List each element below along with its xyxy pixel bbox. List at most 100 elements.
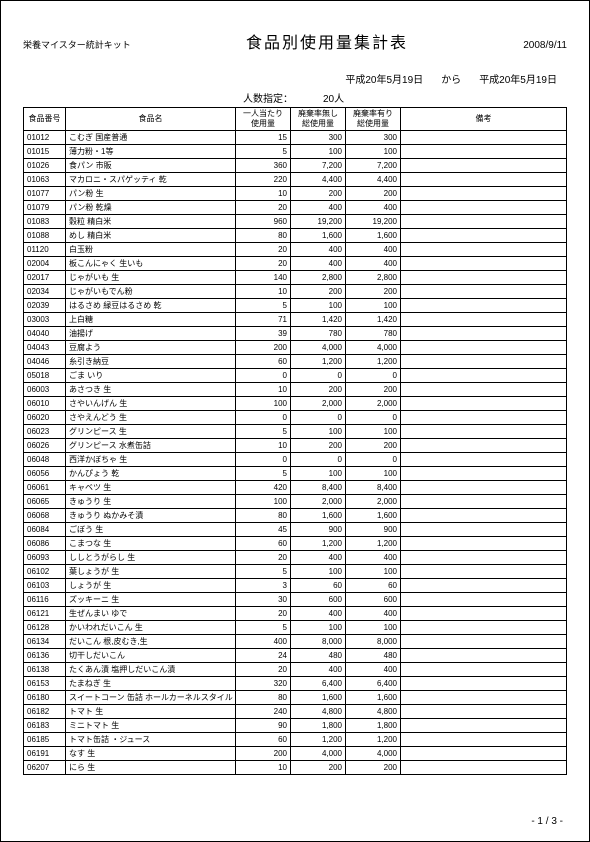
table-cell: 15 — [236, 131, 291, 145]
table-cell: 8,000 — [291, 635, 346, 649]
table-cell: 2,000 — [346, 397, 401, 411]
table-cell: 02004 — [24, 257, 66, 271]
table-cell: 1,200 — [346, 733, 401, 747]
table-cell: 5 — [236, 145, 291, 159]
table-cell: 2,800 — [291, 271, 346, 285]
table-cell: 1,600 — [291, 509, 346, 523]
table-cell — [401, 719, 567, 733]
table-cell: スイートコーン 缶詰 ホールカーネルスタイル — [66, 691, 236, 705]
table-cell: 06048 — [24, 453, 66, 467]
table-cell — [401, 145, 567, 159]
table-cell: 06191 — [24, 747, 66, 761]
period-from: 平成20年5月19日 — [345, 71, 423, 86]
table-cell: 5 — [236, 425, 291, 439]
table-row: 01083穀粒 精白米96019,20019,200 — [24, 215, 567, 229]
table-cell: 400 — [346, 201, 401, 215]
table-cell: 60 — [236, 733, 291, 747]
table-cell: 400 — [291, 607, 346, 621]
table-cell: 100 — [291, 467, 346, 481]
table-cell: 100 — [346, 145, 401, 159]
table-cell: 90 — [236, 719, 291, 733]
period-to: 平成20年5月19日 — [479, 71, 557, 86]
table-cell: 20 — [236, 243, 291, 257]
table-cell — [401, 677, 567, 691]
table-cell — [401, 285, 567, 299]
table-row: 06182トマト 生2404,8004,800 — [24, 705, 567, 719]
table-cell: トマト缶詰 ・ジュース — [66, 733, 236, 747]
table-cell: 300 — [291, 131, 346, 145]
table-cell: 780 — [346, 327, 401, 341]
table-cell — [401, 551, 567, 565]
table-cell: 4,000 — [346, 341, 401, 355]
table-row: 02034じゃがいもでん粉10200200 — [24, 285, 567, 299]
table-cell: たまねぎ 生 — [66, 677, 236, 691]
table-cell — [401, 201, 567, 215]
table-cell — [401, 383, 567, 397]
table-cell: 200 — [291, 285, 346, 299]
table-cell: 02034 — [24, 285, 66, 299]
table-row: 06116ズッキーニ 生30600600 — [24, 593, 567, 607]
table-cell: 400 — [291, 201, 346, 215]
table-row: 01088めし 精白米801,6001,600 — [24, 229, 567, 243]
page-number: - 1 / 3 - — [531, 816, 563, 827]
table-cell — [401, 761, 567, 775]
table-cell: 8,000 — [346, 635, 401, 649]
table-row: 06103しょうが 生36060 — [24, 579, 567, 593]
table-cell: 0 — [236, 453, 291, 467]
table-row: 06026グリンピース 水煮缶詰10200200 — [24, 439, 567, 453]
table-cell: 8,400 — [346, 481, 401, 495]
table-row: 06020さやえんどう 生000 — [24, 411, 567, 425]
table-row: 04040油揚げ39780780 — [24, 327, 567, 341]
table-cell: 4,400 — [291, 173, 346, 187]
table-row: 06138たくあん漬 塩押しだいこん漬20400400 — [24, 663, 567, 677]
table-cell: 200 — [346, 187, 401, 201]
table-body: 01012こむぎ 国産普通1530030001015薄力粉・1等51001000… — [24, 131, 567, 775]
table-cell: 45 — [236, 523, 291, 537]
table-cell — [401, 243, 567, 257]
table-row: 04046糸引き納豆601,2001,200 — [24, 355, 567, 369]
table-cell: 1,200 — [291, 355, 346, 369]
table-cell: 01077 — [24, 187, 66, 201]
table-cell: 6,400 — [346, 677, 401, 691]
table-cell: 140 — [236, 271, 291, 285]
table-cell: マカロニ・スパゲッティ 乾 — [66, 173, 236, 187]
table-cell: 02017 — [24, 271, 66, 285]
table-row: 06003あさつき 生10200200 — [24, 383, 567, 397]
table-row: 04043豆腐よう2004,0004,000 — [24, 341, 567, 355]
table-cell: 糸引き納豆 — [66, 355, 236, 369]
table-cell: 80 — [236, 509, 291, 523]
table-cell: 01079 — [24, 201, 66, 215]
table-cell: 480 — [346, 649, 401, 663]
table-cell: 2,000 — [346, 495, 401, 509]
table-cell: 480 — [291, 649, 346, 663]
table-row: 06061キャベツ 生4208,4008,400 — [24, 481, 567, 495]
table-cell: 4,000 — [291, 747, 346, 761]
table-cell: 上白糖 — [66, 313, 236, 327]
table-cell: 06134 — [24, 635, 66, 649]
table-row: 06185トマト缶詰 ・ジュース601,2001,200 — [24, 733, 567, 747]
table-row: 01026食パン 市販3607,2007,200 — [24, 159, 567, 173]
table-cell: ごま いり — [66, 369, 236, 383]
table-cell — [401, 369, 567, 383]
table-cell: 100 — [236, 397, 291, 411]
table-cell: 1,200 — [291, 537, 346, 551]
table-cell: 4,400 — [346, 173, 401, 187]
table-cell: 960 — [236, 215, 291, 229]
table-row: 06023グリンピース 生5100100 — [24, 425, 567, 439]
table-cell: 06138 — [24, 663, 66, 677]
table-cell: じゃがいもでん粉 — [66, 285, 236, 299]
table-cell: 06068 — [24, 509, 66, 523]
table-cell: 320 — [236, 677, 291, 691]
table-cell: 1,600 — [346, 691, 401, 705]
kit-name: 栄養マイスター統計キット — [23, 38, 131, 51]
table-cell: 10 — [236, 285, 291, 299]
table-cell: 100 — [291, 621, 346, 635]
table-row: 06134だいこん 根,皮むき,生4008,0008,000 — [24, 635, 567, 649]
table-cell: 5 — [236, 565, 291, 579]
table-cell: めし 精白米 — [66, 229, 236, 243]
table-cell: 200 — [291, 383, 346, 397]
table-row: 02004板こんにゃく 生いも20400400 — [24, 257, 567, 271]
col-v3: 廃棄率有り総使用量 — [346, 108, 401, 131]
table-cell: 06183 — [24, 719, 66, 733]
table-cell: 100 — [346, 621, 401, 635]
